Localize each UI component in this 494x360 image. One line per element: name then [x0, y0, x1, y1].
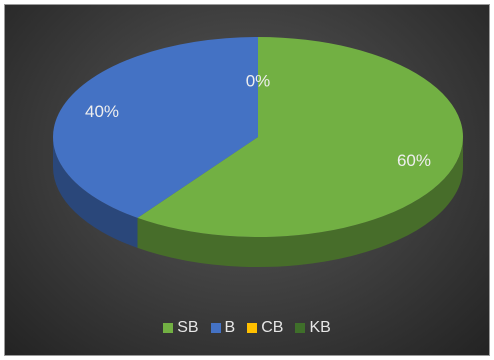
legend-swatch	[295, 323, 306, 333]
data-label-cb: 0%	[246, 71, 271, 90]
pie-chart: 60% 40% 0%	[53, 36, 464, 267]
legend-label: SB	[177, 319, 199, 336]
pie-side-sb	[137, 137, 463, 267]
legend-item-b: B	[210, 319, 236, 337]
pie-side-b	[53, 137, 138, 248]
legend-label: CB	[261, 319, 284, 336]
legend-label: KB	[309, 319, 331, 336]
pie-slice-b	[53, 36, 259, 218]
legend-item-cb: CB	[247, 319, 283, 337]
chart-area: 60% 40% 0% SB B CB KB	[4, 4, 490, 356]
legend: SB B CB KB	[5, 319, 489, 337]
pie-slice-sb	[137, 37, 464, 238]
legend-item-kb: KB	[295, 319, 331, 337]
legend-item-sb: SB	[163, 319, 199, 337]
data-label-sb: 60%	[397, 151, 431, 170]
legend-label: B	[224, 319, 236, 336]
legend-swatch	[163, 323, 174, 333]
legend-swatch	[247, 323, 258, 333]
data-label-b: 40%	[85, 102, 119, 121]
legend-swatch	[210, 323, 221, 333]
